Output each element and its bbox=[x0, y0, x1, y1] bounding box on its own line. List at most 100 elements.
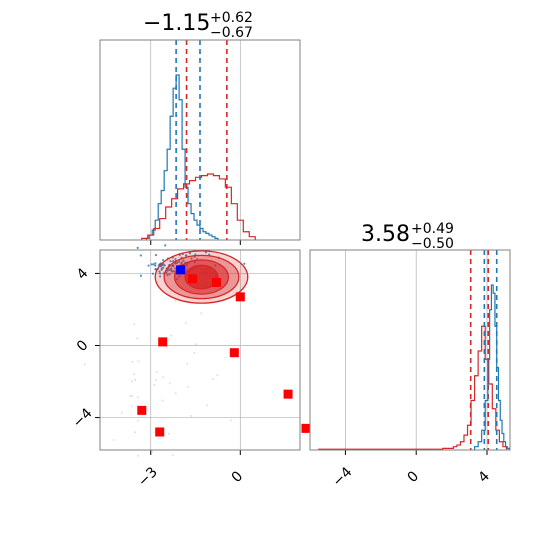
sample-point-faint bbox=[200, 312, 203, 315]
sample-point-a bbox=[185, 254, 188, 257]
sample-point-a bbox=[139, 254, 142, 257]
sample-point-a bbox=[150, 263, 153, 266]
sample-point-a bbox=[182, 259, 185, 262]
y-tick-label: 4 bbox=[74, 265, 92, 283]
marker-red-square bbox=[155, 427, 165, 437]
sample-point-a bbox=[154, 264, 157, 267]
marker-red-square bbox=[188, 274, 198, 284]
joint-scatter-panel: −3 0 −4 0 4 bbox=[70, 244, 311, 490]
x-tick-label: 0 bbox=[405, 468, 423, 486]
sample-point-faint bbox=[133, 373, 136, 376]
sample-point-a bbox=[162, 263, 165, 266]
sample-point-faint bbox=[161, 399, 164, 402]
sample-point-a bbox=[166, 269, 169, 272]
sample-point-a bbox=[172, 270, 175, 273]
sample-point-a bbox=[136, 246, 139, 249]
sample-point-faint bbox=[134, 431, 137, 434]
sample-point-faint bbox=[137, 454, 140, 457]
histogram-posterior_b bbox=[141, 173, 256, 240]
x-tick-label: 4 bbox=[475, 468, 493, 486]
sample-point-a bbox=[190, 257, 193, 260]
sample-point-a bbox=[174, 258, 177, 261]
histogram-posterior_a bbox=[145, 74, 219, 240]
sample-point-a bbox=[170, 267, 173, 270]
marker-blue-square bbox=[176, 265, 186, 275]
sample-point-a bbox=[158, 270, 161, 273]
title-param-0: −1.15 bbox=[143, 11, 210, 36]
sample-point-a bbox=[158, 275, 162, 278]
sample-point-faint bbox=[186, 385, 189, 388]
sample-point-faint bbox=[184, 321, 187, 324]
title-param-0-sup: +0.62 bbox=[210, 10, 253, 26]
sample-point-a bbox=[169, 260, 172, 263]
marker-red-square bbox=[235, 292, 245, 302]
sample-point-a bbox=[164, 244, 167, 247]
sample-point-faint bbox=[155, 371, 158, 374]
sample-point-a bbox=[139, 274, 142, 277]
sample-point-faint bbox=[133, 323, 136, 326]
title-param-1: 3.58 bbox=[361, 222, 410, 247]
panel-frame bbox=[309, 249, 511, 451]
sample-point-faint bbox=[170, 334, 173, 337]
sample-point-a bbox=[174, 267, 177, 270]
sample-point-a bbox=[162, 259, 165, 262]
marker-red-square bbox=[158, 337, 168, 347]
title-param-1-sup: +0.49 bbox=[411, 221, 454, 237]
sample-point-faint bbox=[174, 299, 177, 302]
marker-red-square bbox=[283, 389, 293, 399]
sample-point-faint bbox=[206, 404, 209, 407]
sample-point-faint bbox=[190, 414, 193, 417]
sample-point-faint bbox=[131, 360, 134, 363]
sample-point-faint bbox=[193, 352, 196, 355]
sample-point-faint bbox=[186, 362, 189, 365]
sample-point-faint bbox=[151, 450, 154, 453]
sample-point-faint bbox=[153, 384, 156, 387]
sample-point-faint bbox=[129, 394, 132, 397]
sample-point-a bbox=[159, 272, 162, 275]
sample-point-faint bbox=[194, 343, 197, 346]
sample-point-faint bbox=[131, 395, 134, 398]
sample-point-a bbox=[160, 267, 163, 270]
sample-point-a bbox=[177, 260, 181, 263]
sample-point-a bbox=[154, 254, 158, 257]
sample-point-faint bbox=[174, 392, 177, 395]
panel-frame bbox=[99, 39, 301, 241]
sample-point-faint bbox=[155, 378, 158, 381]
sample-point-faint bbox=[230, 419, 233, 422]
sample-point-faint bbox=[131, 405, 134, 408]
histogram-panel-param-0 bbox=[99, 39, 301, 245]
sample-point-a bbox=[188, 252, 192, 255]
marker-red-square bbox=[211, 277, 221, 287]
sample-point-a bbox=[172, 264, 175, 267]
sample-point-a bbox=[180, 261, 183, 264]
sample-point-a bbox=[168, 273, 171, 276]
sample-point-a bbox=[147, 264, 150, 267]
sample-point-a bbox=[243, 262, 246, 265]
x-tick-label: −4 bbox=[330, 464, 356, 490]
sample-point-faint bbox=[112, 439, 115, 442]
sample-point-a bbox=[152, 263, 155, 266]
marker-red-square bbox=[229, 348, 239, 358]
y-tick-label: 0 bbox=[74, 337, 92, 355]
sample-point-faint bbox=[130, 380, 133, 383]
histogram-posterior_a bbox=[474, 284, 510, 450]
sample-point-faint bbox=[216, 374, 219, 377]
sample-point-faint bbox=[167, 432, 170, 435]
title-param-1-sub: −0.50 bbox=[411, 236, 454, 252]
sample-point-a bbox=[154, 262, 157, 265]
sample-point-faint bbox=[162, 376, 165, 379]
sample-point-a bbox=[165, 271, 168, 274]
y-tick-label: −4 bbox=[70, 405, 96, 431]
sample-point-faint bbox=[212, 378, 215, 381]
panel-frame bbox=[99, 249, 301, 451]
sample-point-faint bbox=[168, 382, 171, 385]
histogram-panel-param-1: −4 0 4 bbox=[309, 249, 511, 490]
sample-point-faint bbox=[137, 360, 140, 363]
sample-point-faint bbox=[136, 337, 139, 340]
sample-point-faint bbox=[136, 396, 139, 399]
sample-point-a bbox=[168, 268, 171, 271]
sample-point-faint bbox=[120, 411, 123, 414]
marker-red-square bbox=[137, 405, 147, 415]
sample-point-faint bbox=[172, 454, 175, 457]
